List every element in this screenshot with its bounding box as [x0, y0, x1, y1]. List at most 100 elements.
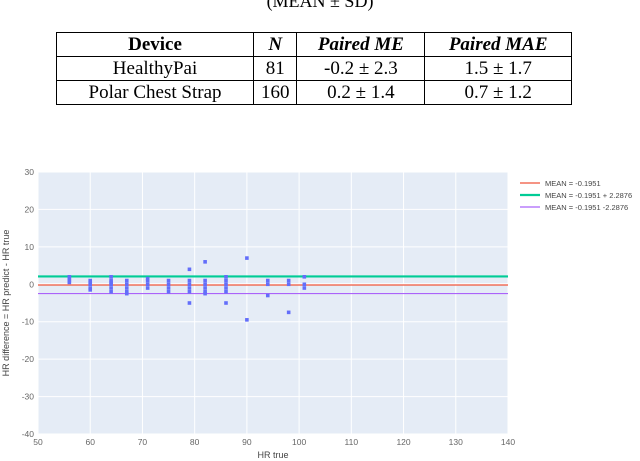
legend-label: MEAN = -0.1951 + 2.2876: [545, 191, 632, 200]
header-paired-mae: Paired MAE: [424, 32, 572, 57]
cell-mae: 0.7 ± 1.2: [424, 80, 572, 105]
data-point: [109, 286, 113, 290]
x-tick-label: 120: [396, 437, 410, 447]
cell-me: -0.2 ± 2.3: [296, 56, 426, 81]
y-tick-label: 10: [25, 242, 35, 252]
data-point: [166, 278, 171, 283]
table-row: Polar Chest Strap 160 0.2 ± 1.4 0.7 ± 1.…: [55, 80, 572, 105]
data-point: [67, 276, 72, 281]
cell-n: 81: [253, 56, 298, 81]
data-point: [203, 289, 207, 294]
header-paired-me: Paired ME: [296, 32, 426, 57]
data-point: [224, 301, 228, 305]
data-point: [245, 256, 249, 260]
data-point: [109, 282, 113, 287]
data-point: [109, 280, 113, 285]
table-row: HealthyPai 81 -0.2 ± 2.3 1.5 ± 1.7: [55, 56, 572, 81]
cell-n: 160: [253, 80, 298, 105]
legend-label: MEAN = -0.1951 -2.2876: [545, 203, 628, 212]
legend: MEAN = -0.1951 MEAN = -0.1951 + 2.2876 MEA…: [520, 179, 632, 212]
x-tick-label: 80: [190, 437, 200, 447]
data-point: [109, 289, 113, 294]
data-point: [124, 291, 129, 296]
y-tick-label: 0: [29, 279, 34, 289]
data-point: [286, 278, 291, 283]
y-tick-label: -20: [22, 354, 35, 364]
data-point: [265, 282, 270, 287]
data-point: [88, 280, 93, 285]
cell-device: HealthyPai: [55, 56, 255, 81]
header-device: Device: [55, 32, 255, 57]
x-tick-label: 50: [33, 437, 43, 447]
data-point: [145, 286, 150, 290]
data-point: [286, 282, 291, 287]
table-header-row: Device N Paired ME Paired MAE: [55, 32, 572, 57]
x-tick-label: 90: [242, 437, 252, 447]
reference-lines: [38, 275, 508, 295]
grid: [37, 171, 509, 435]
data-point: [187, 289, 192, 294]
y-tick-label: -40: [22, 429, 35, 439]
data-point: [88, 288, 93, 292]
data-point: [286, 310, 291, 315]
data-point: [67, 280, 72, 285]
data-point: [203, 260, 207, 264]
data-point: [109, 278, 113, 283]
data-point: [124, 286, 129, 290]
data-point: [203, 278, 207, 283]
data-point: [302, 282, 307, 287]
data-point: [67, 278, 72, 283]
y-axis-label: HR difference = HR predict - HR true: [1, 230, 11, 377]
cell-mae: 1.5 ± 1.7: [424, 56, 572, 81]
y-tick-label: -30: [22, 392, 35, 402]
data-point: [166, 289, 171, 294]
data-point: [302, 286, 307, 290]
data-point: [124, 282, 129, 287]
x-tick-label: 100: [292, 437, 306, 447]
x-tick-label: 70: [138, 437, 148, 447]
data-point: [88, 278, 93, 283]
data-point: [265, 293, 270, 298]
data-point: [187, 278, 192, 283]
legend-label: MEAN = -0.1951: [545, 179, 601, 188]
x-tick-label: 60: [85, 437, 95, 447]
data-point: [145, 276, 150, 281]
data-point: [224, 278, 228, 283]
data-points: [67, 256, 307, 322]
data-point: [224, 286, 228, 290]
data-point: [109, 275, 113, 279]
header-n: N: [253, 32, 298, 57]
x-tick-label: 130: [449, 437, 463, 447]
cell-me: 0.2 ± 1.4: [296, 80, 426, 105]
plot-area: [38, 172, 508, 434]
data-point: [166, 286, 171, 290]
tick-labels: 50 60 70 80 90 100 110 120 130 1403020100-10-20-3…: [22, 167, 516, 447]
data-point: [67, 275, 72, 279]
data-point: [145, 278, 150, 283]
x-tick-label: 110: [345, 437, 359, 447]
data-point: [88, 286, 93, 290]
data-point: [166, 282, 171, 287]
data-point: [224, 275, 228, 279]
data-point: [265, 278, 270, 283]
results-table: Device N Paired ME Paired MAE HealthyPai…: [55, 32, 572, 105]
data-point: [88, 282, 93, 287]
table-caption-fragment: (MEAN ± SD): [266, 0, 374, 11]
data-point: [187, 282, 192, 287]
y-tick-label: -10: [22, 317, 35, 327]
data-point: [224, 289, 228, 294]
cell-device: Polar Chest Strap: [55, 80, 255, 105]
data-point: [224, 282, 228, 287]
data-point: [187, 301, 192, 305]
data-point: [203, 282, 207, 287]
data-point: [302, 275, 307, 279]
data-point: [124, 278, 129, 283]
data-point: [245, 318, 249, 322]
y-tick-label: 20: [25, 204, 35, 214]
bland-altman-plot: 50 60 70 80 90 100 110 120 130 1403020100-10-20-3…: [1, 167, 632, 460]
data-point: [145, 282, 150, 287]
y-tick-label: 30: [25, 167, 35, 177]
data-point: [187, 286, 192, 290]
data-point: [203, 286, 207, 290]
data-point: [203, 291, 207, 296]
